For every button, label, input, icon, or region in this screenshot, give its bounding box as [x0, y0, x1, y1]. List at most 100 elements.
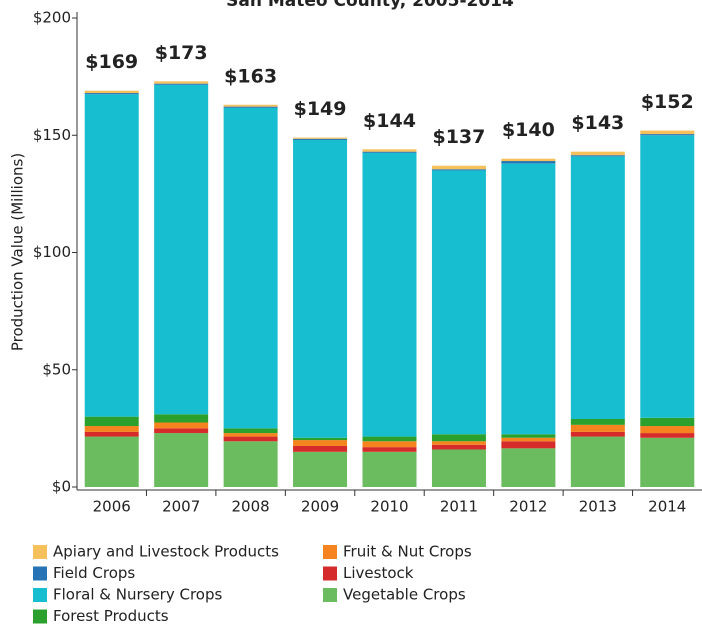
bar-segment: [293, 445, 348, 452]
bar-segment: [154, 414, 209, 423]
y-tick-label: $50: [42, 360, 71, 378]
y-tick-label: $150: [33, 126, 71, 144]
bar-segment: [362, 451, 417, 487]
bar-segment: [501, 161, 556, 164]
bar-segment: [431, 434, 486, 442]
bar-segment: [154, 83, 209, 85]
bar-segment: [501, 441, 556, 449]
legend-swatch: [33, 588, 47, 602]
legend-label: Vegetable Crops: [343, 586, 466, 604]
bar-segment: [640, 437, 695, 487]
bar-segment: [431, 169, 486, 171]
bar-segment: [223, 104, 278, 107]
bar-segment: [362, 152, 417, 437]
total-label: $149: [294, 98, 347, 120]
bar-segment: [640, 433, 695, 438]
x-tick-label: 2014: [648, 498, 686, 516]
bar-segment: [293, 139, 348, 438]
bar-segment: [431, 444, 486, 450]
bar-segment: [501, 437, 556, 442]
x-tick-label: 2009: [301, 498, 339, 516]
bar-segment: [570, 436, 625, 487]
bar-segment: [431, 441, 486, 445]
bar-segment: [223, 436, 278, 442]
bar-segment: [431, 449, 486, 487]
legend-label: Livestock: [343, 564, 414, 582]
total-label: $163: [224, 65, 277, 87]
bar-segment: [640, 135, 695, 418]
bar-segment: [84, 94, 139, 417]
bar-segment: [570, 156, 625, 419]
bar-segment: [501, 448, 556, 487]
legend-label: Fruit & Nut Crops: [343, 543, 472, 561]
bar-segment: [84, 436, 139, 487]
y-axis-label: Production Value (Millions): [9, 153, 27, 351]
bar-segment: [223, 441, 278, 487]
total-label: $140: [502, 119, 555, 141]
bar-segment: [223, 433, 278, 437]
bar-segment: [362, 149, 417, 152]
bar-segment: [501, 158, 556, 162]
bar-segment: [293, 451, 348, 487]
legend-swatch: [323, 545, 337, 559]
bar-segment: [293, 138, 348, 140]
bar-segment: [362, 441, 417, 448]
bar-segment: [84, 426, 139, 432]
bar-segment: [570, 418, 625, 425]
bar-segment: [84, 93, 139, 95]
bar-segment: [293, 437, 348, 441]
bar-segment: [570, 431, 625, 437]
y-tick-label: $100: [33, 243, 71, 261]
total-label: $152: [641, 91, 694, 113]
bar-segment: [362, 151, 417, 153]
total-label: $143: [571, 112, 624, 134]
bar-segment: [501, 434, 556, 438]
y-tick-label: $200: [33, 9, 71, 27]
x-tick-label: 2013: [579, 498, 617, 516]
bar-segment: [501, 163, 556, 435]
x-tick-label: 2010: [370, 498, 408, 516]
chart-title: San Mateo County, 2005-2014: [226, 0, 514, 11]
bar-segment: [223, 428, 278, 434]
bar-segment: [570, 155, 625, 157]
bar-segment: [154, 433, 209, 487]
x-tick-label: 2011: [440, 498, 478, 516]
x-tick-label: 2008: [232, 498, 270, 516]
legend-label: Apiary and Livestock Products: [53, 543, 279, 561]
bar-segment: [84, 431, 139, 437]
legend-swatch: [33, 609, 47, 624]
total-label: $169: [85, 51, 138, 73]
bar-segment: [223, 107, 278, 429]
bar-segment: [362, 447, 417, 452]
total-label: $137: [432, 126, 485, 148]
bar-segment: [640, 134, 695, 136]
bar-segment: [640, 426, 695, 434]
legend-swatch: [33, 566, 47, 581]
bar-segment: [431, 165, 486, 170]
bar-segment: [154, 81, 209, 84]
bar-segment: [154, 422, 209, 429]
legend-swatch: [323, 566, 337, 581]
bar-segment: [84, 416, 139, 427]
bar-segment: [154, 428, 209, 434]
bar-segment: [431, 170, 486, 435]
legend-label: Field Crops: [53, 564, 135, 582]
bar-segment: [640, 417, 695, 427]
x-tick-label: 2006: [93, 498, 131, 516]
bar-segment: [223, 106, 278, 108]
total-label: $173: [155, 42, 208, 64]
bar-segment: [293, 440, 348, 446]
legend-swatch: [33, 545, 47, 559]
y-tick-label: $0: [52, 478, 71, 496]
legend-label: Forest Products: [53, 607, 169, 624]
bar-segment: [570, 424, 625, 432]
bar-segment: [640, 130, 695, 135]
total-label: $144: [363, 110, 416, 132]
legend-swatch: [323, 588, 337, 602]
bar-segment: [362, 436, 417, 442]
x-tick-label: 2012: [509, 498, 547, 516]
legend-label: Floral & Nursery Crops: [53, 586, 222, 604]
bar-segment: [293, 137, 348, 139]
x-tick-label: 2007: [162, 498, 200, 516]
